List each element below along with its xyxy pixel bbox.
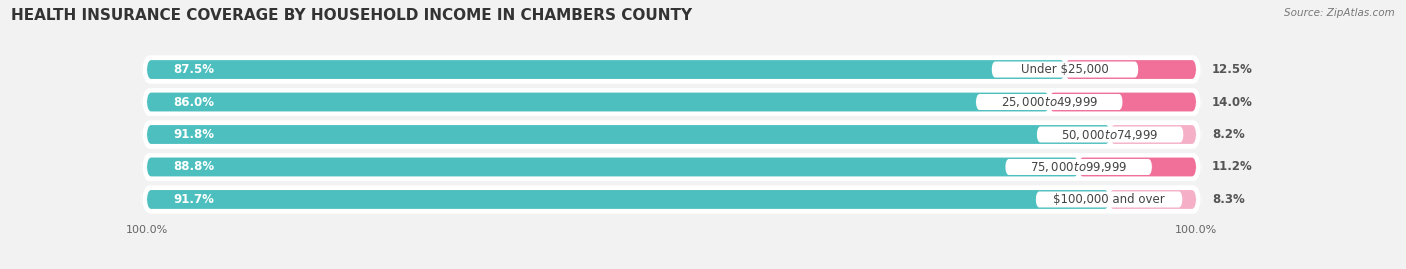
Text: Source: ZipAtlas.com: Source: ZipAtlas.com: [1284, 8, 1395, 18]
FancyBboxPatch shape: [1036, 192, 1182, 207]
FancyBboxPatch shape: [142, 153, 1201, 181]
Text: HEALTH INSURANCE COVERAGE BY HOUSEHOLD INCOME IN CHAMBERS COUNTY: HEALTH INSURANCE COVERAGE BY HOUSEHOLD I…: [11, 8, 692, 23]
Text: 14.0%: 14.0%: [1212, 95, 1253, 108]
Text: $50,000 to $74,999: $50,000 to $74,999: [1062, 128, 1159, 141]
FancyBboxPatch shape: [142, 120, 1201, 149]
FancyBboxPatch shape: [1036, 126, 1184, 143]
FancyBboxPatch shape: [1109, 190, 1197, 209]
FancyBboxPatch shape: [146, 60, 1064, 79]
Text: 87.5%: 87.5%: [173, 63, 214, 76]
FancyBboxPatch shape: [146, 125, 1111, 144]
Text: 91.8%: 91.8%: [173, 128, 214, 141]
FancyBboxPatch shape: [976, 94, 1123, 110]
FancyBboxPatch shape: [1111, 125, 1197, 144]
FancyBboxPatch shape: [146, 190, 1109, 209]
FancyBboxPatch shape: [146, 158, 1078, 176]
Text: $25,000 to $49,999: $25,000 to $49,999: [1001, 95, 1098, 109]
FancyBboxPatch shape: [142, 185, 1201, 214]
FancyBboxPatch shape: [1078, 158, 1197, 176]
Text: $75,000 to $99,999: $75,000 to $99,999: [1031, 160, 1128, 174]
FancyBboxPatch shape: [1064, 60, 1197, 79]
Text: 88.8%: 88.8%: [173, 161, 214, 174]
Text: $100,000 and over: $100,000 and over: [1053, 193, 1166, 206]
Text: 11.2%: 11.2%: [1212, 161, 1253, 174]
Text: 8.3%: 8.3%: [1212, 193, 1244, 206]
Text: Under $25,000: Under $25,000: [1021, 63, 1109, 76]
Text: 8.2%: 8.2%: [1212, 128, 1244, 141]
FancyBboxPatch shape: [1005, 159, 1152, 175]
Text: 91.7%: 91.7%: [173, 193, 214, 206]
FancyBboxPatch shape: [1049, 93, 1197, 111]
FancyBboxPatch shape: [142, 88, 1201, 116]
FancyBboxPatch shape: [991, 62, 1139, 77]
FancyBboxPatch shape: [142, 55, 1201, 84]
Text: 86.0%: 86.0%: [173, 95, 214, 108]
Text: 12.5%: 12.5%: [1212, 63, 1253, 76]
FancyBboxPatch shape: [146, 93, 1049, 111]
